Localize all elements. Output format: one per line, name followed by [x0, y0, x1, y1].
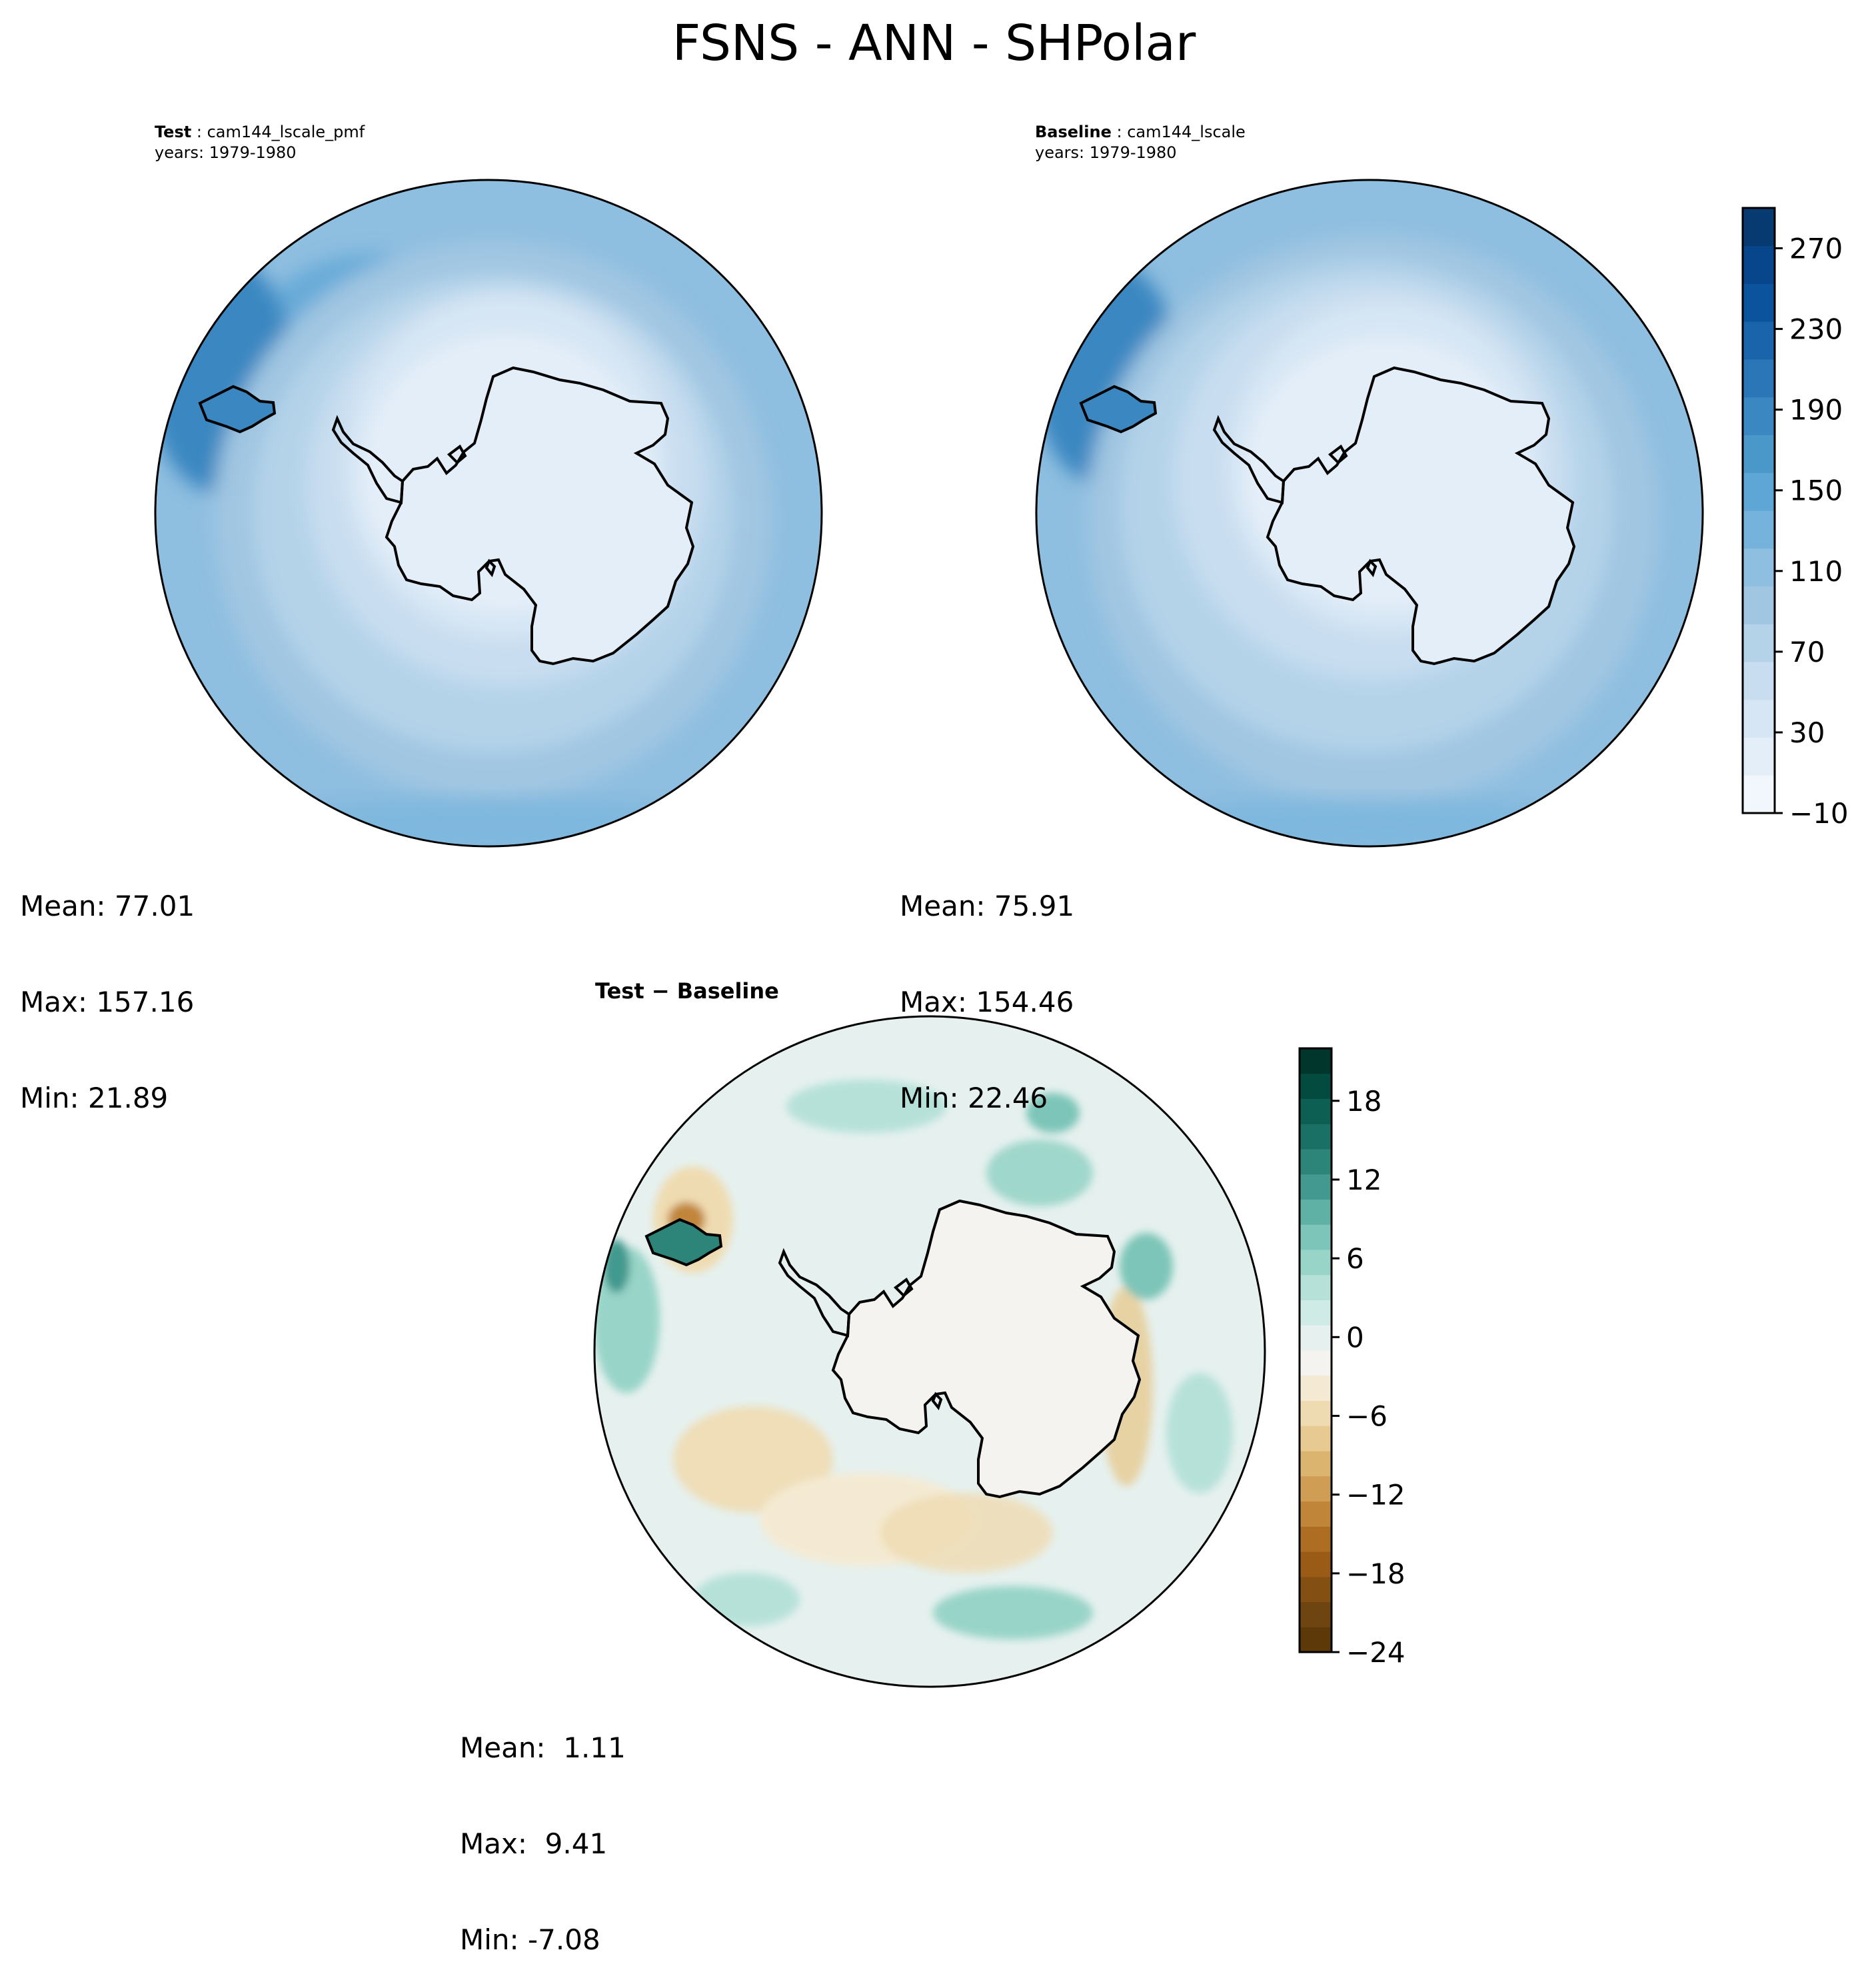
baseline-stats: Mean: 75.91 Max: 154.46 Min: 22.46 [900, 826, 1074, 1146]
abs-colorbar-level-8 [1743, 473, 1775, 511]
test-max: Max: 157.16 [20, 986, 195, 1018]
diff-colorbar-tick-label: −12 [1346, 1479, 1405, 1511]
abs-colorbar-tick-label: 70 [1789, 636, 1825, 668]
diff-colorbar-tick-label: −18 [1346, 1557, 1405, 1590]
test-years: years: 1979-1980 [155, 143, 297, 162]
diff-colorbar-level-5 [1300, 1501, 1332, 1527]
abs-colorbar-level-12 [1743, 321, 1775, 360]
diff-colorbar-level-6 [1300, 1476, 1332, 1501]
abs-colorbar-frame [1741, 207, 1776, 814]
diff-colorbar-level-8 [1300, 1426, 1332, 1452]
abs-colorbar-tick-label: 230 [1789, 313, 1843, 346]
abs-colorbar-level-9 [1743, 435, 1775, 473]
abs-colorbar-level-0 [1743, 775, 1775, 814]
diff-colorbar-tick-label: −24 [1346, 1636, 1405, 1669]
abs-colorbar-tick-label: 270 [1789, 233, 1843, 265]
test-header: Test : cam144_lscale_pmf years: 1979-198… [155, 123, 365, 162]
abs-colorbar-level-4 [1743, 624, 1775, 662]
test-run-name: cam144_lscale_pmf [207, 123, 365, 141]
diff-colorbar-level-11 [1300, 1350, 1332, 1376]
colorbar-difference: −24 −18 −12 −6 0 6 12 18 [1298, 1047, 1405, 1669]
baseline-label: Baseline [1035, 123, 1112, 141]
difference-mean: Mean: 1.11 [460, 1731, 626, 1764]
baseline-years: years: 1979-1980 [1035, 143, 1177, 162]
diff-colorbar-level-23 [1300, 1048, 1332, 1074]
abs-colorbar-level-15 [1743, 208, 1775, 247]
diff-colorbar-level-20 [1300, 1124, 1332, 1150]
diff-colorbar-level-21 [1300, 1098, 1332, 1124]
abs-colorbar-level-2 [1743, 699, 1775, 738]
figure-title: FSNS - ANN - SHPolar [672, 15, 1196, 72]
difference-min: Min: -7.08 [460, 1923, 600, 1956]
colorbar-absolute: −10 30 70 110 150 190 230 270 [1741, 207, 1849, 830]
baseline-run-name: cam144_lscale [1127, 123, 1246, 141]
test-mean: Mean: 77.01 [20, 890, 195, 922]
baseline-header: Baseline : cam144_lscale years: 1979-198… [1035, 123, 1246, 162]
abs-colorbar-level-6 [1743, 548, 1775, 586]
abs-colorbar-tick-label: 110 [1789, 555, 1843, 588]
diff-colorbar-frame [1298, 1047, 1333, 1653]
diff-colorbar-level-17 [1300, 1199, 1332, 1225]
abs-colorbar-level-11 [1743, 359, 1775, 398]
difference-max: Max: 9.41 [460, 1827, 608, 1860]
abs-colorbar-level-7 [1743, 510, 1775, 549]
diff-colorbar-tick-label: −6 [1346, 1400, 1388, 1432]
diff-colorbar-level-14 [1300, 1274, 1332, 1300]
diff-colorbar-level-22 [1300, 1073, 1332, 1099]
test-map [154, 179, 823, 848]
diff-colorbar-tick-label: 12 [1346, 1164, 1382, 1196]
difference-header: Test − Baseline [595, 978, 779, 1004]
diff-colorbar-level-19 [1300, 1149, 1332, 1175]
diff-colorbar-level-1 [1300, 1601, 1332, 1627]
difference-stats: Mean: 1.11 Max: 9.41 Min: -7.08 [460, 1668, 626, 1988]
test-label: Test [155, 123, 192, 141]
diff-colorbar-level-13 [1300, 1300, 1332, 1326]
diff-colorbar-level-3 [1300, 1551, 1332, 1577]
diff-colorbar-level-16 [1300, 1224, 1332, 1250]
baseline-min: Min: 22.46 [900, 1082, 1048, 1114]
diff-colorbar-level-2 [1300, 1576, 1332, 1602]
figure-canvas: −10 30 70 110 150 190 230 270 −24 −18 −12 −6 0 6 12 18 [154, 179, 1849, 1688]
test-min: Min: 21.89 [20, 1082, 169, 1114]
diff-colorbar-level-18 [1300, 1174, 1332, 1200]
abs-colorbar-tick-label: 150 [1789, 475, 1843, 507]
diff-colorbar-level-12 [1300, 1325, 1332, 1351]
abs-colorbar-level-10 [1743, 397, 1775, 435]
diff-colorbar-tick-label: 18 [1346, 1085, 1382, 1118]
baseline-mean: Mean: 75.91 [900, 890, 1075, 922]
abs-colorbar-level-14 [1743, 245, 1775, 284]
abs-colorbar-tick-label: 30 [1789, 716, 1825, 749]
abs-colorbar-tick-label: −10 [1789, 797, 1849, 830]
abs-colorbar-level-13 [1743, 283, 1775, 322]
diff-colorbar-level-10 [1300, 1375, 1332, 1401]
abs-colorbar-level-1 [1743, 737, 1775, 776]
diff-colorbar-tick-label: 6 [1346, 1242, 1364, 1275]
diff-colorbar-level-0 [1300, 1627, 1332, 1653]
difference-map [593, 1015, 1266, 1688]
diff-colorbar-level-9 [1300, 1400, 1332, 1426]
abs-colorbar-tick-label: 190 [1789, 394, 1843, 427]
diff-colorbar-level-7 [1300, 1451, 1332, 1477]
diff-colorbar-tick-label: 0 [1346, 1321, 1364, 1354]
test-stats: Mean: 77.01 Max: 157.16 Min: 21.89 [20, 826, 195, 1146]
diff-colorbar-level-15 [1300, 1250, 1332, 1276]
abs-colorbar-level-3 [1743, 662, 1775, 700]
baseline-max: Max: 154.46 [900, 986, 1074, 1018]
baseline-map [1035, 179, 1704, 848]
abs-colorbar-level-5 [1743, 586, 1775, 624]
diff-colorbar-level-4 [1300, 1526, 1332, 1552]
